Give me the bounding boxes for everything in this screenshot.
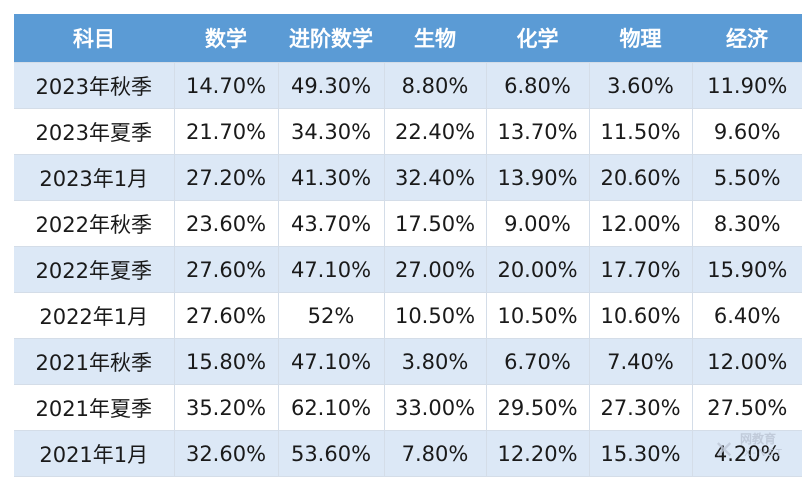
cell-math: 23.60% <box>173 200 279 247</box>
cell-economics: 4.20% <box>691 430 802 477</box>
cell-further-math: 53.60% <box>277 430 385 477</box>
cell-biology: 33.00% <box>383 384 487 431</box>
header-biology: 生物 <box>384 14 486 63</box>
cell-physics: 27.30% <box>588 384 693 431</box>
cell-economics: 5.50% <box>691 154 802 201</box>
cell-term: 2022年秋季 <box>14 200 175 247</box>
cell-math: 32.60% <box>173 430 279 477</box>
cell-chemistry: 6.80% <box>485 62 590 109</box>
cell-term: 2021年夏季 <box>14 384 175 431</box>
cell-math: 35.20% <box>173 384 279 431</box>
cell-chemistry: 13.90% <box>485 154 590 201</box>
cell-biology: 32.40% <box>383 154 487 201</box>
header-further-math: 进阶数学 <box>278 14 384 63</box>
table-body: 2023年秋季 14.70% 49.30% 8.80% 6.80% 3.60% 11.90%… <box>14 62 802 477</box>
cell-math: 27.60% <box>173 246 279 293</box>
cell-economics: 27.50% <box>691 384 802 431</box>
header-subject: 科目 <box>14 14 174 63</box>
cell-biology: 10.50% <box>383 292 487 339</box>
cell-chemistry: 13.70% <box>485 108 590 155</box>
cell-term: 2022年1月 <box>14 292 175 339</box>
table-row: 2023年夏季 21.70% 34.30% 22.40% 13.70% 11.50% 9.6… <box>14 108 802 155</box>
cell-further-math: 47.10% <box>277 338 385 385</box>
cell-physics: 7.40% <box>588 338 693 385</box>
cell-economics: 8.30% <box>691 200 802 247</box>
table-header: 科目 数学 进阶数学 生物 化学 物理 经济 <box>14 14 802 63</box>
cell-biology: 8.80% <box>383 62 487 109</box>
cell-economics: 11.90% <box>691 62 802 109</box>
results-table: 科目 数学 进阶数学 生物 化学 物理 经济 2023年秋季 14.70% 49.3… <box>14 14 802 477</box>
cell-economics: 9.60% <box>691 108 802 155</box>
cell-math: 15.80% <box>173 338 279 385</box>
cell-physics: 11.50% <box>588 108 693 155</box>
cell-further-math: 52% <box>277 292 385 339</box>
cell-biology: 22.40% <box>383 108 487 155</box>
cell-term: 2022年夏季 <box>14 246 175 293</box>
cell-term: 2021年1月 <box>14 430 175 477</box>
cell-chemistry: 10.50% <box>485 292 590 339</box>
cell-term: 2021年秋季 <box>14 338 175 385</box>
cell-term: 2023年1月 <box>14 154 175 201</box>
cell-further-math: 62.10% <box>277 384 385 431</box>
cell-biology: 3.80% <box>383 338 487 385</box>
header-row: 科目 数学 进阶数学 生物 化学 物理 经济 <box>14 14 802 63</box>
cell-math: 14.70% <box>173 62 279 109</box>
header-economics: 经济 <box>692 14 802 63</box>
cell-further-math: 47.10% <box>277 246 385 293</box>
cell-physics: 12.00% <box>588 200 693 247</box>
table-row: 2021年夏季 35.20% 62.10% 33.00% 29.50% 27.30% 27.… <box>14 384 802 431</box>
cell-economics: 6.40% <box>691 292 802 339</box>
cell-physics: 17.70% <box>588 246 693 293</box>
cell-further-math: 34.30% <box>277 108 385 155</box>
cell-chemistry: 9.00% <box>485 200 590 247</box>
table-row: 2022年秋季 23.60% 43.70% 17.50% 9.00% 12.00% 8.30… <box>14 200 802 247</box>
cell-math: 27.20% <box>173 154 279 201</box>
cell-physics: 20.60% <box>588 154 693 201</box>
cell-further-math: 49.30% <box>277 62 385 109</box>
table-row: 2023年秋季 14.70% 49.30% 8.80% 6.80% 3.60% 11.90% <box>14 62 802 109</box>
header-math: 数学 <box>174 14 278 63</box>
table-row: 2023年1月 27.20% 41.30% 32.40% 13.90% 20.60% 5.5… <box>14 154 802 201</box>
table-row: 2022年夏季 27.60% 47.10% 27.00% 20.00% 17.70% 15.… <box>14 246 802 293</box>
cell-chemistry: 6.70% <box>485 338 590 385</box>
table-row: 2022年1月 27.60% 52% 10.50% 10.50% 10.60% 6.40% <box>14 292 802 339</box>
cell-math: 27.60% <box>173 292 279 339</box>
header-physics: 物理 <box>589 14 692 63</box>
cell-physics: 15.30% <box>588 430 693 477</box>
cell-math: 21.70% <box>173 108 279 155</box>
cell-physics: 10.60% <box>588 292 693 339</box>
cell-biology: 17.50% <box>383 200 487 247</box>
cell-further-math: 43.70% <box>277 200 385 247</box>
table-row: 2021年秋季 15.80% 47.10% 3.80% 6.70% 7.40% 12.00% <box>14 338 802 385</box>
cell-economics: 12.00% <box>691 338 802 385</box>
cell-economics: 15.90% <box>691 246 802 293</box>
header-chemistry: 化学 <box>486 14 589 63</box>
cell-term: 2023年夏季 <box>14 108 175 155</box>
cell-biology: 7.80% <box>383 430 487 477</box>
cell-chemistry: 12.20% <box>485 430 590 477</box>
cell-physics: 3.60% <box>588 62 693 109</box>
cell-further-math: 41.30% <box>277 154 385 201</box>
cell-biology: 27.00% <box>383 246 487 293</box>
cell-chemistry: 29.50% <box>485 384 590 431</box>
table-row: 2021年1月 32.60% 53.60% 7.80% 12.20% 15.30% 4.20… <box>14 430 802 477</box>
cell-chemistry: 20.00% <box>485 246 590 293</box>
cell-term: 2023年秋季 <box>14 62 175 109</box>
